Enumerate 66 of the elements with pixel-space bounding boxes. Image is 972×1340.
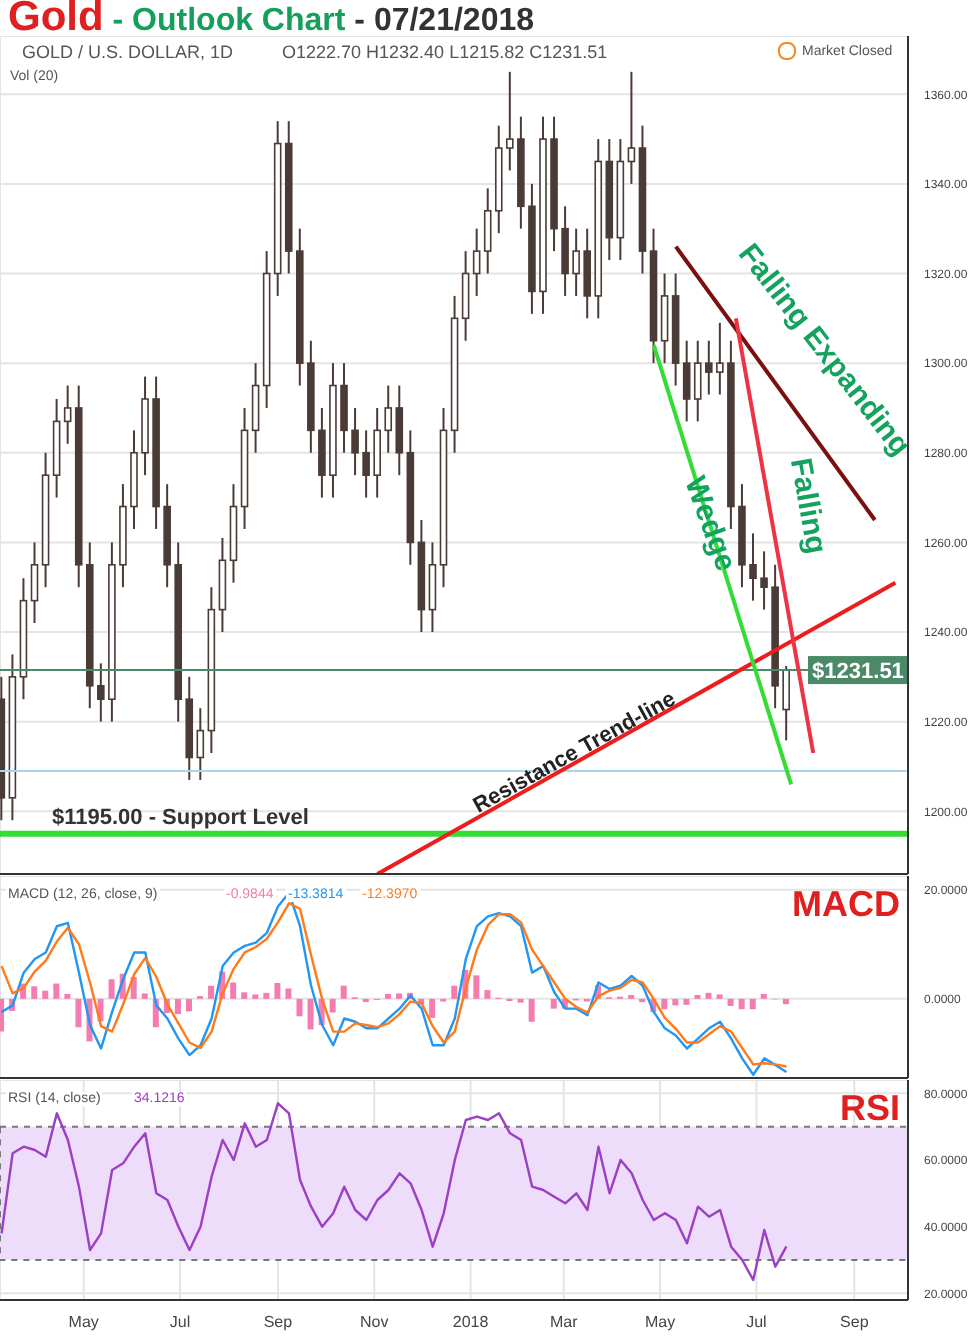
ref-line-label: $1231.51 <box>812 660 904 685</box>
x-tick-label: Jul <box>169 1313 191 1332</box>
bar <box>340 985 347 999</box>
line-series <box>0 1102 788 1282</box>
bar <box>42 990 49 999</box>
bar <box>208 985 215 999</box>
x-tick-label: Mar <box>549 1313 579 1332</box>
bar <box>174 998 181 1015</box>
bar <box>307 998 314 1030</box>
bar <box>484 990 491 999</box>
candlestick <box>196 707 205 781</box>
bar <box>108 979 115 999</box>
annotation: Falling <box>782 455 834 557</box>
bar <box>296 998 303 1017</box>
bar <box>749 998 756 1010</box>
bar <box>141 993 148 999</box>
candlestick <box>63 384 72 445</box>
x-tick-label: Sep <box>263 1313 294 1332</box>
annotation: GOLD / U.S. DOLLAR, 1D <box>20 42 236 62</box>
chart-title: Gold - Outlook Chart - 07/21/2018 <box>8 0 535 40</box>
candlestick <box>30 541 39 625</box>
bar <box>727 998 734 1006</box>
bar <box>683 998 690 1005</box>
bar <box>0 998 5 1032</box>
bar <box>705 992 712 999</box>
bar <box>64 993 71 999</box>
bar <box>384 993 391 999</box>
bar <box>672 998 679 1006</box>
bar <box>550 998 557 1009</box>
candlestick <box>627 70 636 185</box>
bar <box>451 985 458 999</box>
ref-line-label: $1195.00 - Support Level <box>52 805 309 830</box>
bar <box>782 998 789 1005</box>
bar <box>75 998 82 1028</box>
bar <box>738 998 745 1010</box>
bar <box>528 998 535 1022</box>
annotation: Wedge <box>677 472 743 576</box>
x-tick-label: Sep <box>840 1313 870 1332</box>
bar <box>760 993 767 999</box>
candlestick <box>472 227 481 297</box>
bar <box>185 998 192 1012</box>
x-tick-label: Jul <box>746 1313 768 1332</box>
bar <box>241 992 248 999</box>
bar <box>395 993 402 999</box>
candlestick <box>660 272 669 365</box>
annotation: O1222.70 H1232.40 L1215.82 C1231.51 <box>280 42 610 62</box>
candlestick <box>682 339 691 423</box>
bar <box>329 998 336 1013</box>
candlestick <box>428 541 437 634</box>
chart-title: MACD <box>792 884 900 926</box>
bar <box>429 998 436 1018</box>
x-tick-label: Nov <box>360 1313 389 1332</box>
bar <box>285 988 292 999</box>
bar <box>274 983 281 999</box>
chart-title: RSI <box>839 1088 900 1130</box>
bar <box>31 986 38 999</box>
bar <box>230 982 237 999</box>
x-tick-label: 2018 <box>452 1313 490 1332</box>
candlestick <box>461 250 470 342</box>
candlestick <box>251 362 260 454</box>
bar <box>473 975 480 999</box>
x-tick-label: May <box>644 1313 676 1332</box>
bar <box>661 998 668 1010</box>
x-tick-label: May <box>68 1313 99 1332</box>
bar <box>263 992 270 999</box>
bar <box>53 983 60 999</box>
